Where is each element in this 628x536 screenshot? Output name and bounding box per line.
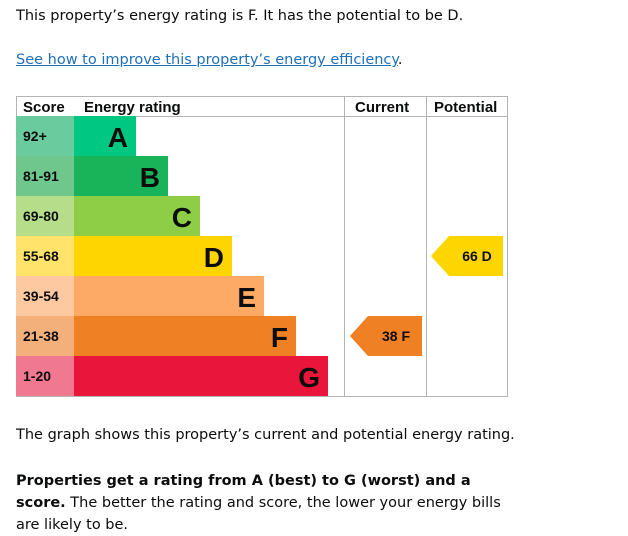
rating-summary: This property’s energy rating is F. It h… (16, 8, 464, 24)
band-letter: B (140, 162, 160, 193)
current-header: Current (355, 99, 409, 116)
band-bar (74, 276, 264, 316)
band-bar (74, 156, 168, 196)
band-score-label: 39-54 (23, 288, 59, 304)
band-score-cell (16, 276, 74, 316)
energy-rating-header: Energy rating (84, 99, 181, 116)
band-row-b: 81-91 B (16, 156, 168, 196)
band-bar (74, 116, 136, 156)
band-bar (74, 196, 200, 236)
band-score-label: 1-20 (23, 368, 51, 384)
score-header: Score (23, 99, 65, 116)
band-score-label: 92+ (23, 128, 47, 144)
band-row-f: 21-38 F (16, 316, 296, 356)
potential-rating-marker-arrow (431, 236, 503, 276)
band-score-label: 81-91 (23, 168, 59, 184)
band-row-e: 39-54 E (16, 276, 264, 316)
current-rating-marker-label: 38 F (382, 328, 410, 344)
band-score-cell (16, 196, 74, 236)
band-score-label: 21-38 (23, 328, 59, 344)
rating-explanation-bold: Properties get a rating from A (best) to… (16, 473, 471, 511)
band-bar (74, 356, 328, 396)
band-score-label: 55-68 (23, 248, 59, 264)
band-score-label: 69-80 (23, 208, 59, 224)
band-row-d: 55-68 D (16, 236, 232, 276)
improve-link-suffix: . (397, 52, 403, 68)
current-rating-marker: 38 F (350, 316, 422, 356)
rating-bands: 92+ A 81-91 B 69-80 C 55-68 D 39-54 E 21-38 F 1-20 G (16, 116, 328, 396)
potential-rating-marker-label: 66 D (462, 248, 492, 264)
band-letter: A (108, 122, 128, 153)
rating-markers: 38 F 66 D (350, 236, 503, 356)
band-letter: C (172, 202, 192, 233)
improve-energy-link[interactable]: See how to improve this property’s energ… (16, 52, 398, 68)
band-row-g: 1-20 G (16, 356, 328, 396)
band-letter: G (298, 362, 320, 393)
band-score-cell (16, 356, 74, 396)
energy-rating-chart: Score Energy rating Current Potential 92… (16, 96, 508, 397)
band-score-cell (16, 156, 74, 196)
band-bar (74, 316, 296, 356)
rating-explanation: Properties get a rating from A (best) to… (16, 470, 516, 536)
band-letter: E (237, 282, 256, 313)
potential-rating-marker: 66 D (431, 236, 503, 276)
band-bar (74, 236, 232, 276)
band-score-cell (16, 116, 74, 156)
improve-link-line: See how to improve this property’s energ… (16, 52, 403, 68)
current-rating-marker-arrow (350, 316, 422, 356)
band-row-a: 92+ A (16, 116, 136, 156)
graph-description: The graph shows this property’s current … (16, 427, 515, 443)
band-row-c: 69-80 C (16, 196, 200, 236)
band-letter: F (271, 322, 288, 353)
rating-explanation-rest: The better the rating and score, the low… (16, 495, 501, 533)
potential-header: Potential (434, 99, 497, 116)
band-score-cell (16, 236, 74, 276)
band-letter: D (204, 242, 224, 273)
band-score-cell (16, 316, 74, 356)
